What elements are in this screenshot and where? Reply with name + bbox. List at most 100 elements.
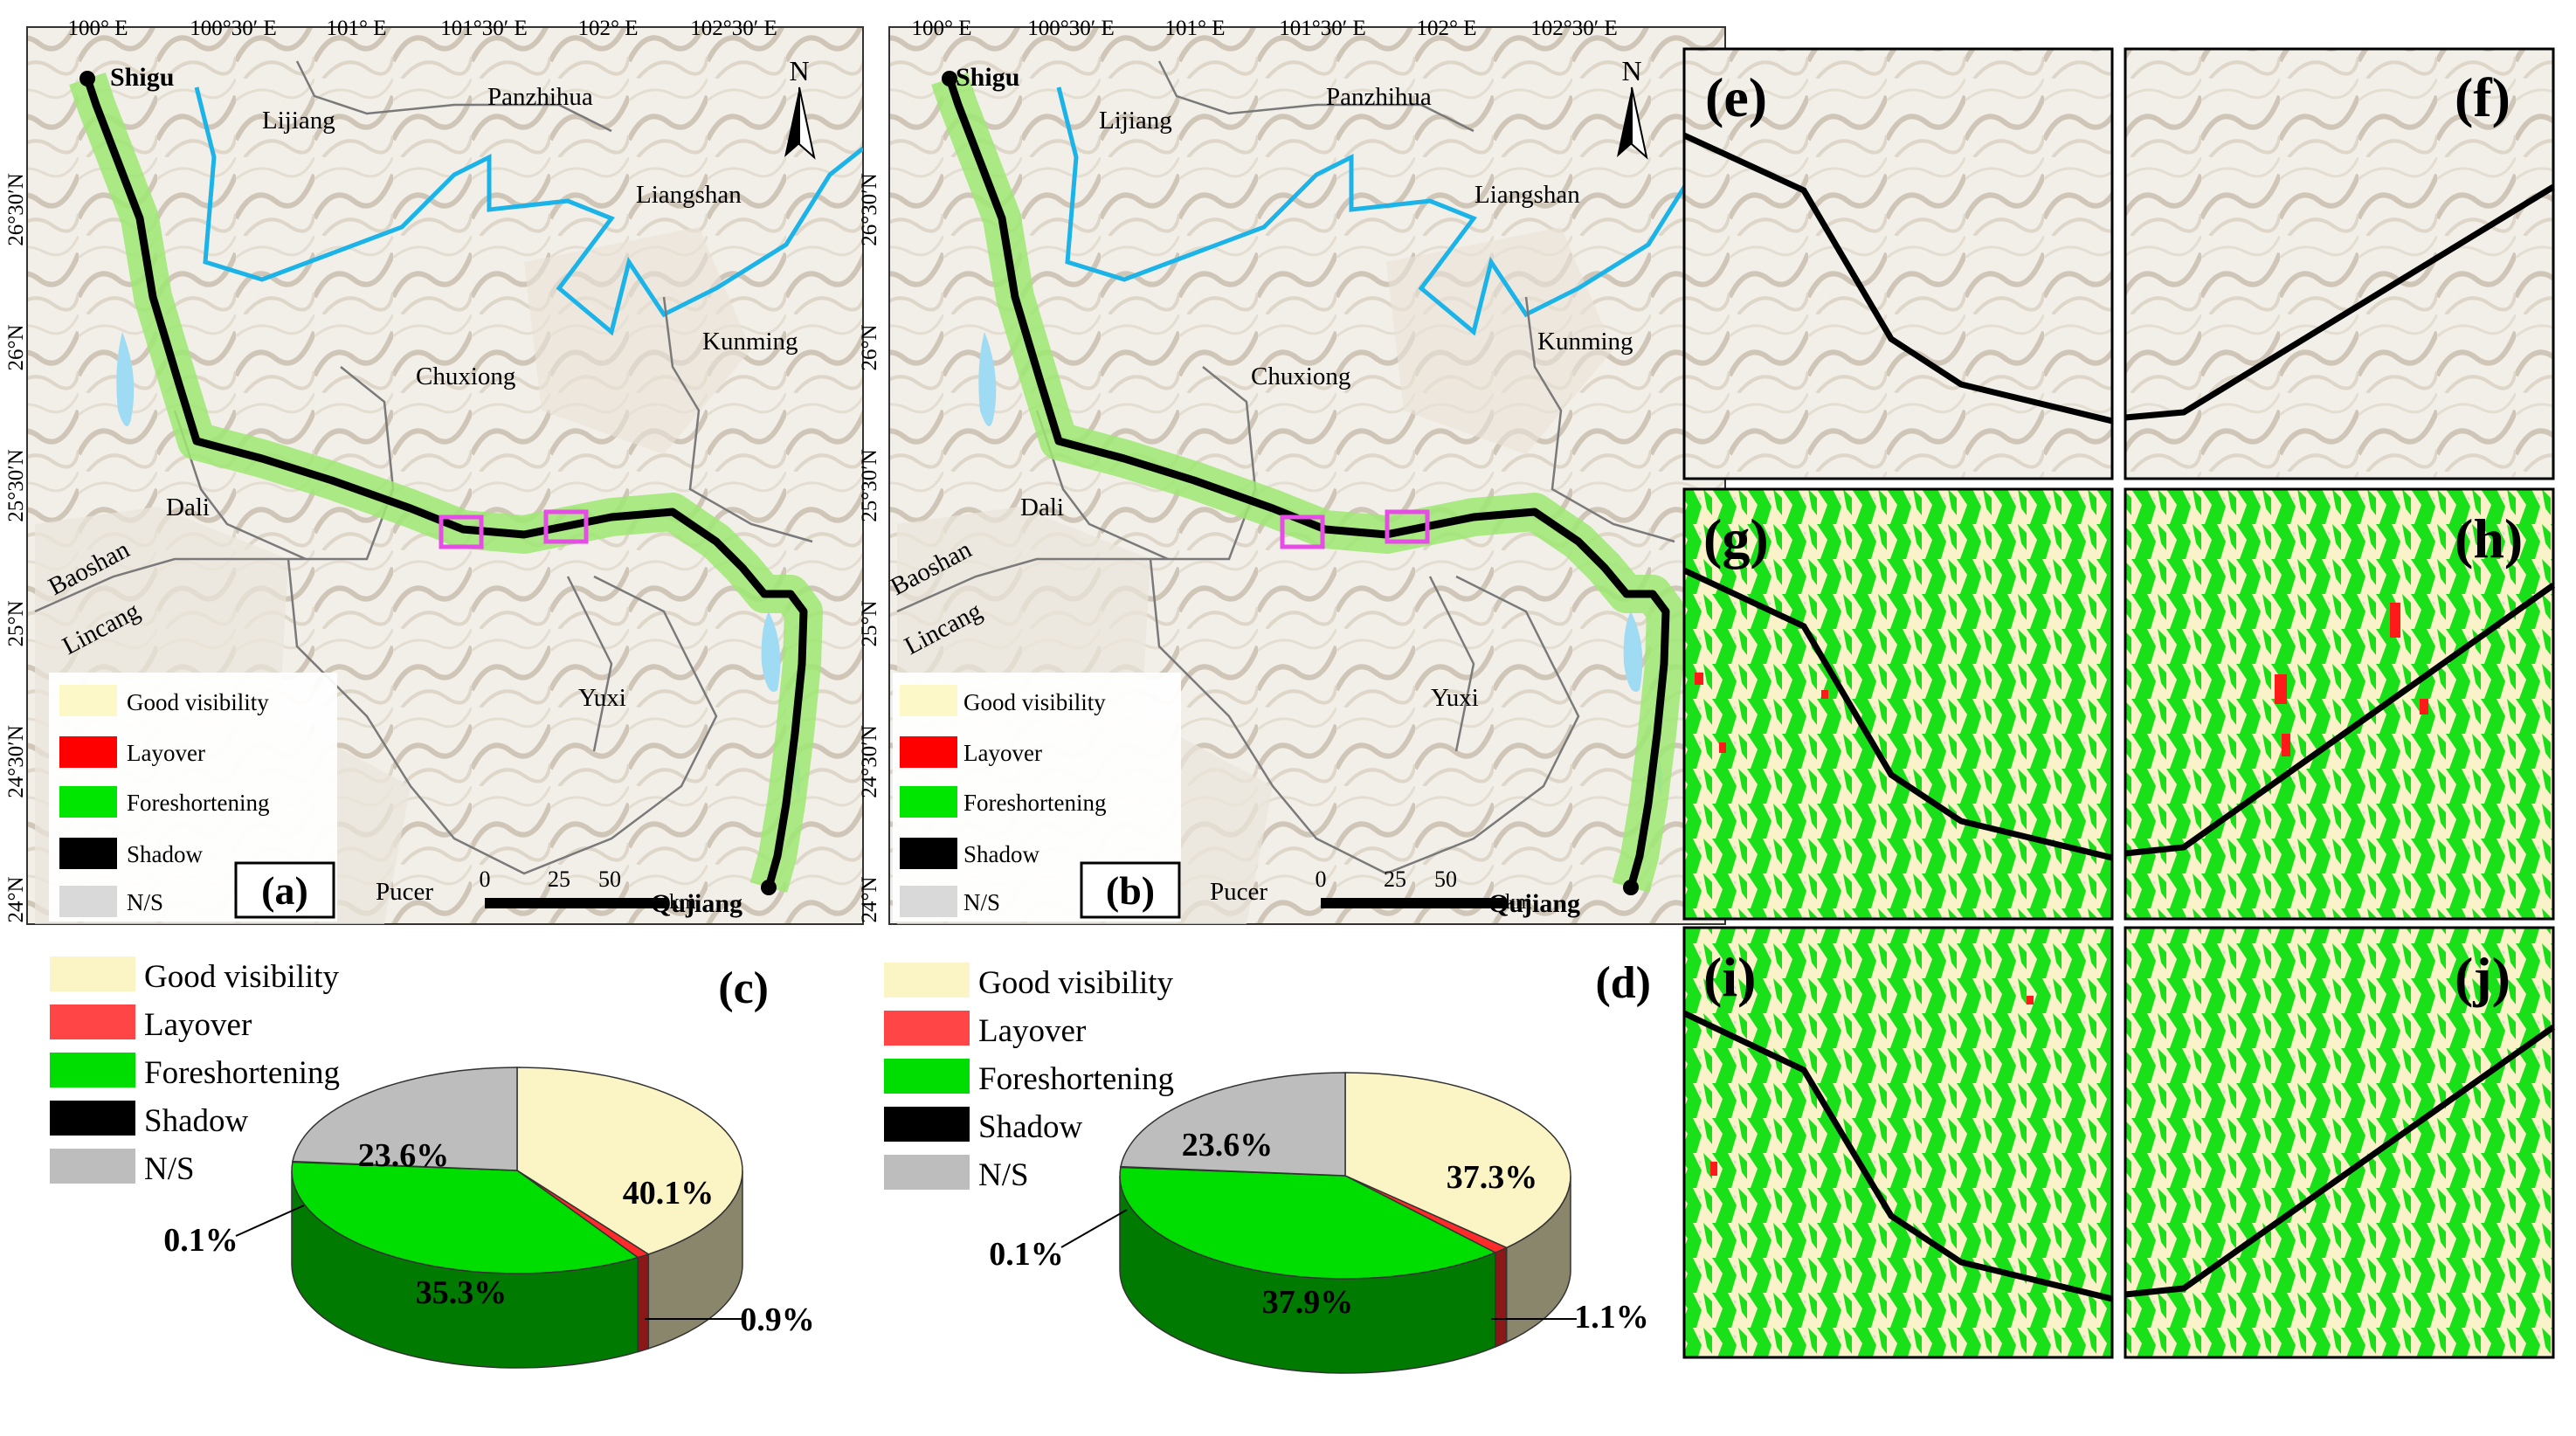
scale-tick: 25 (548, 866, 570, 892)
detail-panel-e: (e) (1682, 47, 2114, 480)
lat-tick: 26°N (4, 324, 28, 370)
scale-unit: km (1505, 891, 1532, 914)
lat-tick: 25°N (4, 600, 28, 646)
pie-data-label: 23.6% (358, 1137, 450, 1174)
lon-tick: 101° E (1164, 17, 1225, 40)
legend-swatch (900, 736, 957, 768)
panel-label-g: (g) (1703, 507, 1769, 570)
pie-data-label: 0.1% (989, 1236, 1064, 1273)
legend-swatch (59, 886, 117, 917)
legend-label: Shadow (963, 841, 1040, 867)
legend-label: Good visibility (144, 959, 340, 995)
start-label: Shigu (956, 63, 1019, 92)
city-label: Pucer (1210, 878, 1267, 906)
panel-label-i: (i) (1703, 946, 1756, 1008)
legend-swatch (50, 1101, 135, 1136)
map-panel-b: N 0 25 50 km Lijiang Panzhihua Liangshan… (886, 26, 1726, 925)
map-panel-a: N 0 25 50 km Lijiang Panzhihua Liangshan… (26, 26, 864, 925)
legend-swatch (50, 1149, 135, 1184)
end-label: Qujiang (651, 889, 742, 918)
city-label: Pucer (376, 878, 433, 906)
pie-slice-foreshortening (1119, 1166, 1497, 1280)
lon-tick: 102°30′ E (690, 17, 777, 40)
lon-tick: 100° E (67, 17, 128, 40)
city-label: Liangshan (1474, 181, 1580, 209)
lat-tick: 24°N (4, 876, 28, 922)
scale-bar: 0 25 50 km (480, 866, 697, 914)
scale-tick: 50 (1434, 866, 1457, 892)
detail-panel-h: (h) (2124, 487, 2556, 921)
detail-panel-j: (j) (2124, 926, 2556, 1359)
legend-swatch (50, 956, 135, 991)
pie-data-label: 37.9% (1262, 1284, 1354, 1321)
legend-swatch (50, 1053, 135, 1087)
lat-ticks-b: 26°30′N 26°N 25°30′N 25°N 24°30′N 24°N (858, 173, 881, 922)
city-label: Lijiang (262, 107, 335, 135)
legend-swatch (884, 963, 970, 998)
legend-label: Foreshortening (963, 790, 1106, 816)
legend-label: N/S (144, 1151, 195, 1187)
city-label: Yuxi (1431, 684, 1479, 712)
scale-unit: km (669, 891, 696, 914)
lat-ticks-a: 26°30′N 26°N 25°30′N 25°N 24°30′N 24°N (4, 173, 28, 922)
scale-tick: 50 (598, 866, 621, 892)
pie-slice-n-s (292, 1067, 518, 1171)
pie-side-layover (637, 1253, 650, 1353)
legend-label: Foreshortening (127, 790, 269, 816)
lat-tick: 24°30′N (4, 725, 28, 798)
legend-swatch (900, 685, 957, 716)
panel-label-e: (e) (1705, 66, 1767, 128)
pie-leader-line (1060, 1209, 1128, 1248)
city-label: Chuxiong (416, 362, 515, 390)
legend-swatch (884, 1107, 970, 1142)
legend-label: Layover (127, 740, 205, 766)
pie-slice-good-visibility (1344, 1072, 1571, 1249)
detail-panel-g: (g) (1682, 487, 2114, 921)
panel-label-b: (b) (1106, 868, 1155, 913)
pie-data-label: 0.1% (163, 1222, 238, 1259)
pie-data-label: 37.3% (1447, 1159, 1538, 1196)
legend-swatch (900, 886, 957, 917)
pie-legend-c: Good visibility Layover Foreshortening S… (50, 956, 340, 1187)
legend-label: N/S (127, 889, 163, 915)
panel-label-f: (f) (2455, 66, 2510, 128)
lat-tick: 26°30′N (4, 173, 28, 246)
city-label: Kunming (702, 328, 798, 356)
legend-label: Good visibility (978, 965, 1174, 1001)
city-label: Kunming (1537, 328, 1633, 356)
legend-label: Good visibility (127, 689, 269, 715)
north-label: N (1621, 55, 1641, 86)
legend-label: Shadow (144, 1103, 249, 1139)
lon-tick: 101° E (326, 17, 386, 40)
legend-label: N/S (963, 889, 1000, 915)
panel-label-c: (c) (718, 963, 769, 1013)
end-label: Qujiang (1488, 889, 1580, 918)
legend-swatch (59, 736, 117, 768)
legend-swatch (884, 1059, 970, 1094)
pie-leader-line (235, 1205, 305, 1237)
legend-swatch (884, 1155, 970, 1190)
city-label: Chuxiong (1251, 362, 1350, 390)
legend-label: Shadow (978, 1109, 1083, 1145)
lon-tick: 100°30′ E (1027, 17, 1115, 40)
scale-tick: 0 (1316, 866, 1327, 892)
pie-side-layover (1495, 1246, 1508, 1348)
lon-tick: 100° E (911, 17, 971, 40)
pie-data-label: 1.1% (1574, 1299, 1649, 1336)
lat-tick: 25°30′N (4, 449, 28, 522)
city-label: Dali (1020, 494, 1064, 521)
lon-tick: 101°30′ E (440, 17, 528, 40)
legend-label: Foreshortening (144, 1055, 340, 1091)
lon-tick: 101°30′ E (1279, 17, 1366, 40)
legend-label: Layover (963, 740, 1042, 766)
lat-tick: 24°30′N (858, 725, 881, 798)
pie-data-label: 40.1% (623, 1175, 715, 1212)
pie-data-label: 0.9% (740, 1301, 815, 1338)
pie-slice-n-s (1120, 1072, 1346, 1177)
legend-label: Good visibility (963, 689, 1106, 715)
pie-legend-d: Good visibility Layover Foreshortening S… (884, 963, 1174, 1193)
pie-data-label: 23.6% (1182, 1127, 1274, 1163)
city-label: Panzhihua (1326, 83, 1432, 111)
north-arrow: N (1617, 55, 1648, 160)
